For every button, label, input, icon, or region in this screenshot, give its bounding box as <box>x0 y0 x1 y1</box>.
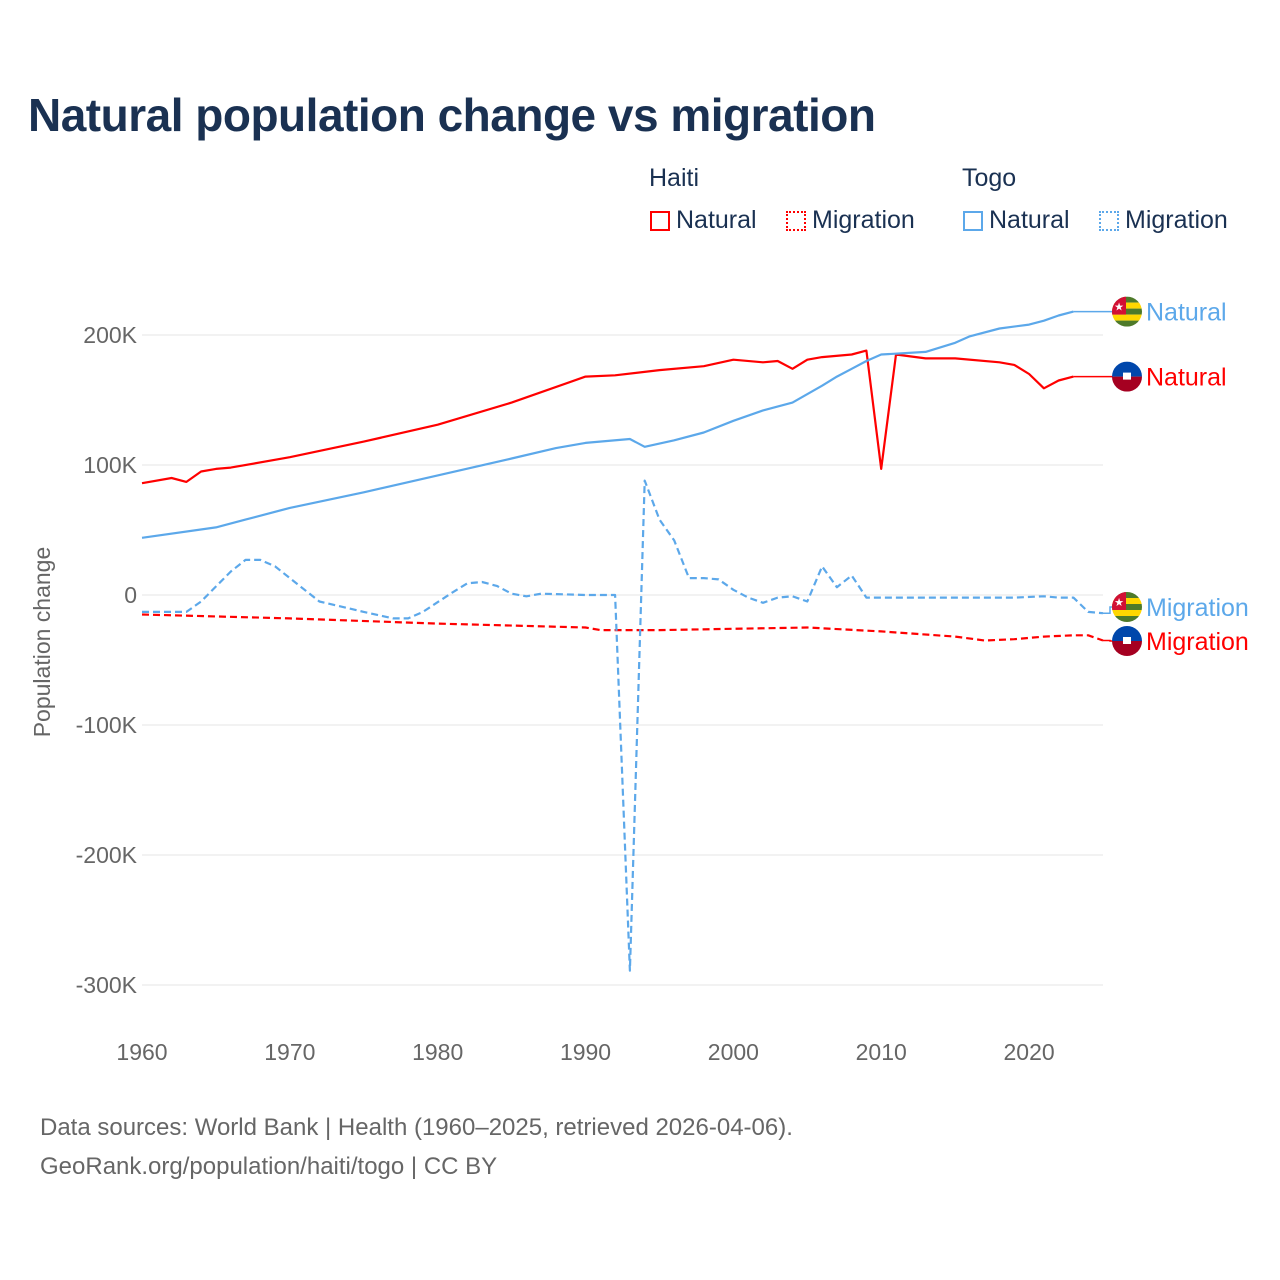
legend-togo-natural[interactable]: Natural <box>963 206 1070 235</box>
legend-swatch-dotted <box>1099 210 1119 231</box>
end-label: Migration <box>1146 628 1249 656</box>
source-text: Data sources: World Bank | Health (1960–… <box>40 1114 793 1141</box>
flag-stripe <box>1112 616 1142 622</box>
legend-swatch-solid <box>650 210 670 231</box>
flag-stripe <box>1112 308 1142 315</box>
legend-swatch-dotted <box>786 210 806 231</box>
flag-stripe <box>1112 376 1142 392</box>
legend-togo-migration[interactable]: Migration <box>1099 206 1228 235</box>
flag-body: ★ <box>1112 296 1142 327</box>
x-tick-label: 2000 <box>708 1039 759 1065</box>
y-tick-label: 200K <box>83 322 137 348</box>
haiti-migration-line <box>141 613 1104 642</box>
legend-haiti-natural[interactable]: Natural <box>650 206 757 235</box>
legend-label: Natural <box>676 206 757 234</box>
legend-group-haiti: Haiti <box>649 164 700 192</box>
togo-migration-line <box>142 479 1104 972</box>
flag-body: ★ <box>1112 592 1142 622</box>
x-tick-label: 2010 <box>856 1039 907 1065</box>
legend-swatch-solid <box>963 210 983 231</box>
legend-label: Migration <box>812 206 915 234</box>
x-tick-label: 2020 <box>1003 1039 1054 1065</box>
haiti-flag-icon <box>1112 361 1142 392</box>
legend-label: Natural <box>989 206 1070 234</box>
plot-area: Population change 200K 100K 0 -100K -200K -30… <box>29 296 1249 1065</box>
legend-group-togo: Togo <box>962 164 1017 192</box>
flag-emblem <box>1123 637 1131 644</box>
end-label: Natural <box>1146 299 1227 327</box>
attribution-link[interactable]: GeoRank.org/population/haiti/togo | CC B… <box>40 1153 498 1180</box>
flag-body <box>1112 626 1142 656</box>
haiti-flag-icon <box>1112 626 1142 656</box>
flag-emblem <box>1123 372 1131 380</box>
flag-stripe <box>1112 626 1142 641</box>
flag-star: ★ <box>1114 597 1124 609</box>
end-label-connector <box>1103 639 1113 642</box>
chart-title: Natural population change vs migration <box>28 89 876 141</box>
flag-stripe <box>1112 598 1142 604</box>
y-tick-label: -300K <box>76 972 138 998</box>
haiti-natural-line <box>141 349 1074 485</box>
y-tick-label: -100K <box>76 712 138 738</box>
end-label-connector <box>1103 606 1113 614</box>
flag-stripe <box>1112 641 1142 656</box>
footer: Data sources: World Bank | Health (1960–… <box>40 1108 793 1186</box>
togo-flag-icon: ★ <box>1112 592 1142 622</box>
end-label: Natural <box>1146 364 1227 392</box>
flag-stripe <box>1112 320 1142 327</box>
flag-stripe <box>1112 296 1142 303</box>
x-tick-label: 1980 <box>412 1039 463 1065</box>
y-tick-label: 100K <box>83 452 137 478</box>
togo-flag-icon: ★ <box>1112 296 1142 327</box>
y-axis-label: Population change <box>29 547 55 738</box>
y-tick-label: -200K <box>76 842 138 868</box>
togo-natural-line <box>141 310 1074 539</box>
flag-body <box>1112 361 1142 392</box>
end-label: Migration <box>1146 594 1249 622</box>
flag-stripe <box>1112 361 1142 377</box>
flag-stripe <box>1112 604 1142 610</box>
flag-stripe <box>1112 610 1142 616</box>
legend-haiti-migration[interactable]: Migration <box>786 206 915 235</box>
flag-stripe <box>1112 302 1142 309</box>
x-tick-label: 1960 <box>116 1039 167 1065</box>
y-tick-label: 0 <box>124 582 137 608</box>
legend-label: Migration <box>1125 206 1228 234</box>
flag-stripe <box>1112 592 1142 598</box>
x-tick-label: 1990 <box>560 1039 611 1065</box>
flag-stripe <box>1112 314 1142 321</box>
x-tick-label: 1970 <box>264 1039 315 1065</box>
flag-star: ★ <box>1114 302 1124 314</box>
